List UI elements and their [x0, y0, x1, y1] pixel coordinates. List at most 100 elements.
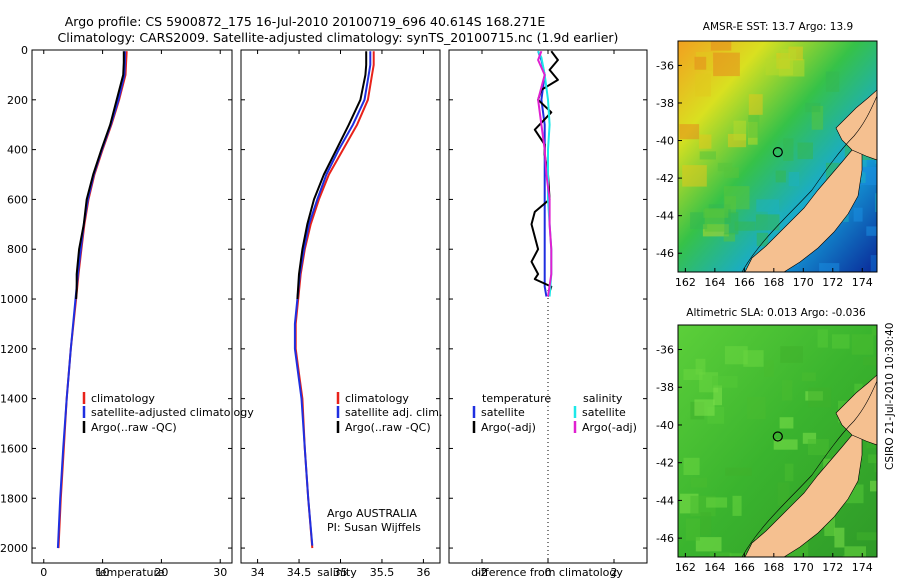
sst-map-texture-cell	[713, 52, 740, 77]
sst-map-texture-cell	[756, 232, 769, 247]
credit-line1: Argo AUSTRALIA	[327, 507, 417, 520]
salinity-xlabel: salinity	[317, 566, 357, 579]
sst-map-title: AMSR-E SST: 13.7 Argo: 13.9	[703, 21, 853, 33]
sla-map-texture-cell	[844, 546, 866, 557]
sst-map-texture-cell	[825, 71, 840, 92]
argo-position-marker	[772, 431, 783, 442]
sst-map-ytick-label: -46	[656, 247, 674, 260]
temperature-xtick-label: 0	[40, 566, 47, 579]
sla-map-texture-cell	[747, 397, 766, 420]
sla-map-texture-cell	[817, 329, 828, 348]
sst-map-ytick-label: -36	[656, 59, 674, 72]
sst-map-xtick-label: 164	[704, 276, 725, 289]
salinity-series-satellite-adj-clim-	[293, 51, 372, 546]
sla-map-texture-cell	[700, 512, 712, 536]
sla-map-texture-cell	[832, 334, 850, 349]
salinity-xtick-label: 36	[416, 566, 430, 579]
sst-map-texture-cell	[805, 102, 821, 113]
salinity-xtick-label: 34	[251, 566, 265, 579]
temperature-xtick-label: 20	[154, 566, 168, 579]
sla-map-texture-cell	[713, 385, 722, 406]
sst-map-texture-cell	[710, 41, 732, 51]
depth-tick-label: 1200	[0, 343, 28, 356]
sst-map-texture-cell	[875, 146, 877, 164]
sla-map-ytick-label: -42	[656, 457, 674, 470]
sst-map-texture-cell	[775, 170, 786, 183]
sst-map-ytick-label: -44	[656, 210, 674, 223]
argo-position-marker	[772, 147, 783, 158]
depth-tick-label: 2000	[0, 542, 28, 555]
sla-map-texture-cell	[779, 417, 794, 429]
sst-map-xtick-label: 162	[675, 276, 696, 289]
sla-map-ytick-label: -40	[656, 419, 674, 432]
depth-tick-label: 200	[7, 94, 28, 107]
isobath-line	[741, 95, 877, 272]
sst-map-texture-cell	[717, 162, 733, 172]
legend-label-sal-argo: Argo(-adj)	[582, 421, 637, 434]
sla-map-texture-cell	[851, 334, 874, 355]
legend-label-satellite-adjusted: satellite-adjusted climatology	[91, 406, 254, 419]
sla-map-texture-cell	[695, 358, 706, 375]
sst-map-ytick-label: -40	[656, 135, 674, 148]
figure-title-line2: Climatology: CARS2009. Satellite-adjuste…	[58, 30, 619, 45]
sst-map-texture-cell	[866, 226, 877, 236]
sla-map-texture-cell	[780, 346, 803, 363]
sst-map-xtick-label: 166	[734, 276, 755, 289]
sla-map-xtick-label: 174	[852, 561, 873, 574]
legend-label-argo: Argo(..raw -QC)	[345, 421, 431, 434]
difference-axes-box	[448, 49, 648, 564]
legend-label-temp-argo: Argo(-adj)	[481, 421, 536, 434]
depth-tick-label: 800	[7, 243, 28, 256]
sst-map-frame	[677, 40, 878, 273]
sst-map-xtick-label: 170	[793, 276, 814, 289]
salinity-xtick-label: 35.5	[370, 566, 395, 579]
sst-map-texture-cell	[875, 193, 877, 212]
sst-map-texture-cell	[723, 232, 736, 242]
depth-tick-label: 1600	[0, 442, 28, 455]
temperature-xtick-label: 10	[96, 566, 110, 579]
sst-map: AMSR-E SST: 13.7 Argo: 13.9 162 164 166 168…	[656, 21, 878, 289]
difference-panel: -2 0 2 difference from climatology tempera…	[448, 49, 648, 579]
sla-map-ytick-label: -46	[656, 532, 674, 545]
sst-map-xtick-label: 168	[763, 276, 784, 289]
sst-map-texture-cell	[699, 151, 716, 160]
sla-map-texture-cell	[743, 350, 764, 367]
depth-tick-label: 1000	[0, 293, 28, 306]
salinity-panel: 34 34.5 35 35.5 36 salinity climatology sate…	[240, 49, 442, 579]
legend-title-temperature: temperature	[482, 392, 551, 405]
sst-map-texture-cell	[695, 73, 711, 97]
sla-map-texture-cell	[725, 467, 752, 476]
sla-map-texture-cell	[856, 532, 877, 541]
sla-map-texture-cell	[694, 399, 715, 416]
sst-map-texture-cell	[780, 49, 797, 60]
sst-map-texture-cell	[811, 105, 824, 130]
sla-map-title: Altimetric SLA: 0.013 Argo: -0.036	[686, 307, 866, 319]
sla-map-texture-cell	[842, 555, 853, 557]
temperature-axes-box	[31, 49, 233, 564]
sst-map-texture-cell	[819, 263, 840, 272]
sst-map-ytick-label: -42	[656, 172, 674, 185]
temperature-series-climatology	[57, 51, 128, 549]
legend-label-argo: Argo(..raw -QC)	[91, 421, 177, 434]
sst-map-texture-cell	[698, 134, 712, 149]
sla-map-xtick-label: 162	[675, 561, 696, 574]
salinity-xtick-label: 34.5	[287, 566, 312, 579]
sst-map-texture-cell	[756, 199, 779, 212]
sst-map-texture-cell	[704, 208, 725, 232]
sla-map-texture-cell	[706, 497, 728, 508]
legend-label-climatology: climatology	[91, 392, 155, 405]
sla-map-texture-cell	[871, 326, 877, 336]
sst-map-texture-cell	[870, 255, 877, 272]
sla-map-frame	[677, 324, 878, 558]
difference-xlabel: difference from climatology	[471, 566, 623, 579]
sla-map-texture-cell	[712, 375, 738, 388]
sla-map-texture-cell	[781, 380, 793, 401]
sla-map-texture-cell	[808, 387, 832, 408]
sla-map-xtick-label: 170	[793, 561, 814, 574]
sla-map-texture-cell	[824, 513, 835, 536]
sst-map-texture-cell	[755, 214, 780, 231]
temperature-series-argo-raw-qc-	[75, 51, 125, 300]
sla-map-ytick-label: -36	[656, 344, 674, 357]
legend-label-sal-satellite: satellite	[582, 406, 626, 419]
